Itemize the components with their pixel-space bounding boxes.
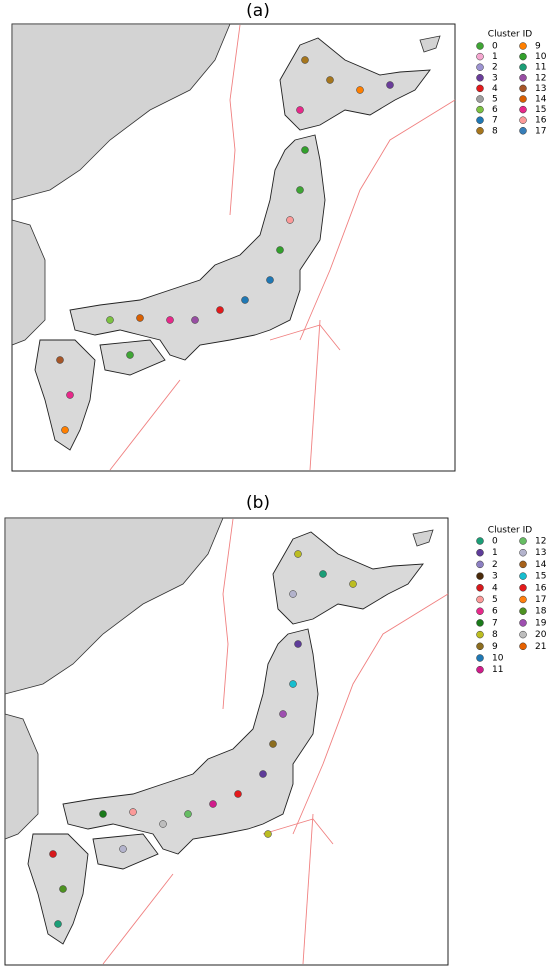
legend-label: 6: [492, 105, 498, 115]
map-a: [11, 23, 456, 472]
legend-marker: [519, 619, 527, 627]
legend-label: 9: [535, 42, 541, 52]
legend-marker: [476, 42, 484, 50]
legend-label: 5: [492, 95, 498, 105]
legend-label: 7: [492, 116, 498, 126]
legend-marker: [476, 607, 484, 615]
legend-marker: [519, 42, 527, 50]
legend-marker: [476, 560, 484, 569]
legend-label: 6: [492, 607, 498, 617]
legend-marker: [476, 116, 484, 124]
legend-label: 3: [492, 572, 498, 582]
legend-marker: [476, 630, 484, 639]
legend-label: 14: [535, 95, 547, 105]
legend-label: 11: [492, 665, 503, 675]
legend-marker: [476, 52, 484, 61]
legend-marker: [476, 537, 484, 545]
legend-marker: [476, 548, 484, 557]
legend-marker: [519, 105, 527, 114]
legend-label: 7: [492, 618, 498, 628]
panel-title: (a): [246, 1, 270, 21]
legend-marker: [476, 84, 484, 93]
legends: 0123456789101112131415161701234567891011…: [476, 42, 547, 675]
legend-label: 15: [535, 572, 546, 582]
legend-marker: [476, 74, 484, 82]
legend-marker: [519, 116, 527, 124]
legend-label: 1: [492, 548, 498, 558]
legend-marker: [476, 95, 484, 103]
legend-label: 10: [535, 52, 547, 62]
legend-marker: [476, 572, 484, 580]
legend-label: 10: [492, 654, 504, 664]
legend-title: Cluster ID: [488, 526, 532, 536]
legend-label: 12: [535, 537, 546, 547]
legend-label: 8: [492, 126, 498, 136]
legend-label: 16: [535, 583, 547, 593]
legend-label: 9: [492, 642, 498, 652]
legend-marker: [476, 63, 484, 71]
legend-label: 1: [492, 52, 498, 62]
legend-label: 21: [535, 642, 546, 652]
legend-label: 8: [492, 630, 498, 640]
legend-marker: [519, 560, 527, 569]
legend-label: 17: [535, 126, 546, 136]
legend-label: 2: [492, 560, 498, 570]
legend-label: 15: [535, 105, 546, 115]
legend-marker: [476, 127, 484, 135]
legend-label: 16: [535, 116, 547, 126]
legend-marker: [476, 584, 484, 592]
legend-label: 13: [535, 548, 546, 558]
legend-marker: [519, 572, 527, 580]
legend-marker: [476, 665, 484, 674]
legend-label: 13: [535, 84, 546, 94]
legend-marker: [519, 127, 527, 135]
legend-label: 5: [492, 595, 498, 605]
legend-marker: [519, 607, 527, 615]
legend-marker: [519, 63, 527, 71]
legend-label: 19: [535, 618, 547, 628]
legend-marker: [519, 52, 527, 61]
legend-marker: [476, 105, 484, 114]
legend-marker: [519, 74, 527, 82]
legend-title: Cluster ID: [488, 30, 532, 40]
legend-marker: [519, 595, 527, 604]
legend-label: 4: [492, 84, 498, 94]
legend-label: 4: [492, 583, 498, 593]
legend-label: 2: [492, 63, 498, 73]
legend-label: 0: [492, 42, 498, 52]
map-b: [4, 517, 449, 966]
legend-marker: [519, 537, 527, 545]
legend-marker: [476, 595, 484, 604]
legend-marker: [519, 642, 527, 651]
legend-label: 12: [535, 73, 546, 83]
legend-label: 0: [492, 537, 498, 547]
legend-marker: [519, 95, 527, 103]
legend-label: 18: [535, 607, 547, 617]
legend-marker: [519, 84, 527, 93]
stations: [49, 550, 357, 928]
legend-label: 14: [535, 560, 547, 570]
panel-title: (b): [246, 493, 270, 513]
legend-label: 11: [535, 63, 546, 73]
legend-marker: [519, 630, 527, 639]
legend-marker: [476, 642, 484, 651]
stations: [56, 56, 394, 434]
legend-label: 3: [492, 73, 498, 83]
legend-marker: [476, 654, 484, 662]
legend-marker: [519, 548, 527, 557]
legend-marker: [519, 584, 527, 592]
legend-marker: [476, 619, 484, 627]
legend-label: 20: [535, 630, 547, 640]
legend-label: 17: [535, 595, 546, 605]
